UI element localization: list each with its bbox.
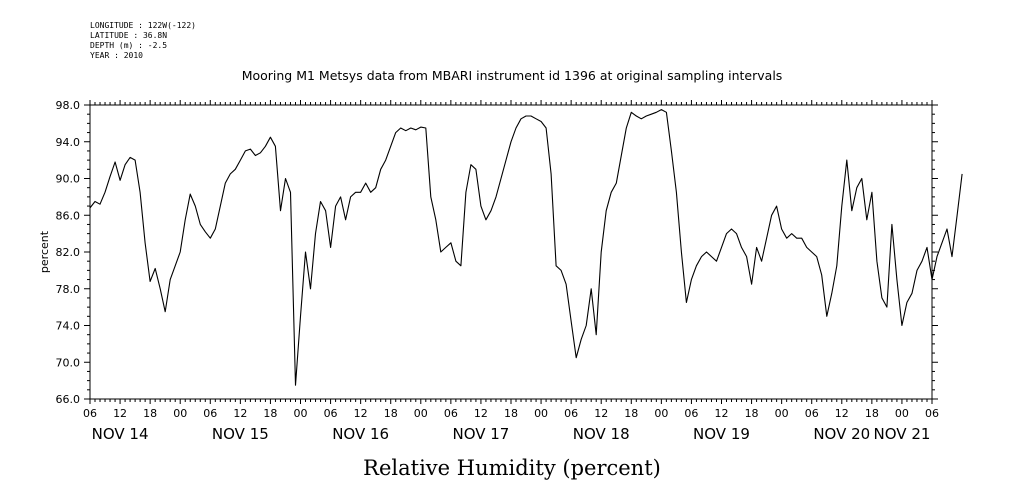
x-hour-label: 18	[624, 407, 638, 420]
x-day-label: NOV 16	[332, 425, 389, 443]
x-hour-label: 12	[233, 407, 247, 420]
y-axis-label: percent	[38, 230, 51, 273]
plot-frame	[89, 104, 933, 400]
x-day-label: NOV 14	[92, 425, 149, 443]
x-day-label: NOV 21	[874, 425, 931, 443]
x-day-label: NOV 18	[573, 425, 630, 443]
y-tick-label: 70.0	[56, 356, 81, 369]
series-line	[89, 109, 963, 386]
y-tick-label: 90.0	[56, 173, 81, 186]
x-hour-label: 18	[745, 407, 759, 420]
x-hour-label: 12	[474, 407, 488, 420]
x-hour-label: 00	[294, 407, 308, 420]
x-day-label: NOV 19	[693, 425, 750, 443]
x-hour-label: 12	[835, 407, 849, 420]
x-hour-label: 06	[684, 407, 698, 420]
y-tick-label: 98.0	[56, 99, 81, 112]
series-group	[89, 109, 963, 386]
x-hour-label: 18	[143, 407, 157, 420]
x-hour-label: 12	[594, 407, 608, 420]
x-hour-label: 18	[263, 407, 277, 420]
x-hour-label: 06	[203, 407, 217, 420]
x-hour-label: 06	[324, 407, 338, 420]
x-hour-label: 06	[564, 407, 578, 420]
y-tick-label: 78.0	[56, 283, 81, 296]
y-tick-label: 86.0	[56, 209, 81, 222]
x-hour-label: 12	[715, 407, 729, 420]
x-hour-label: 18	[384, 407, 398, 420]
y-tick-label: 82.0	[56, 246, 81, 259]
y-tick-label: 94.0	[56, 136, 81, 149]
x-hour-label: 00	[414, 407, 428, 420]
metadata-block: LONGITUDE : 122W(-122) LATITUDE : 36.8N …	[90, 21, 196, 61]
x-hour-label: 00	[173, 407, 187, 420]
x-hour-label: 00	[534, 407, 548, 420]
x-hour-label: 06	[925, 407, 939, 420]
x-axis: 06 12 18 00 06 12 18 00 06 12 18 00 06 12 18 00 06 12 18 00…	[83, 100, 939, 443]
y-tick-label: 74.0	[56, 320, 81, 333]
latitude-label: LATITUDE : 36.8N	[90, 31, 168, 40]
year-label: YEAR : 2010	[90, 51, 143, 60]
y-axis: 66.0 70.0 74.0 78.0 82.0 86.0 90.0 94.0 98.0	[56, 99, 938, 406]
x-hour-label: 12	[354, 407, 368, 420]
x-hour-label: 00	[654, 407, 668, 420]
longitude-label: LONGITUDE : 122W(-122)	[90, 21, 196, 30]
x-hour-label: 06	[83, 407, 97, 420]
x-hour-label: 18	[865, 407, 879, 420]
chart-title: Mooring M1 Metsys data from MBARI instru…	[242, 68, 783, 83]
x-hour-label: 12	[113, 407, 127, 420]
x-hour-label: 06	[805, 407, 819, 420]
x-hour-label: 00	[775, 407, 789, 420]
x-hour-label: 00	[895, 407, 909, 420]
x-hour-label: 06	[444, 407, 458, 420]
depth-label: DEPTH (m) : -2.5	[90, 41, 168, 50]
y-tick-label: 66.0	[56, 393, 81, 406]
x-day-label: NOV 15	[212, 425, 269, 443]
x-hour-label: 18	[504, 407, 518, 420]
x-axis-label: Relative Humidity (percent)	[363, 456, 661, 480]
x-day-label: NOV 17	[452, 425, 509, 443]
x-day-label: NOV 20	[813, 425, 870, 443]
